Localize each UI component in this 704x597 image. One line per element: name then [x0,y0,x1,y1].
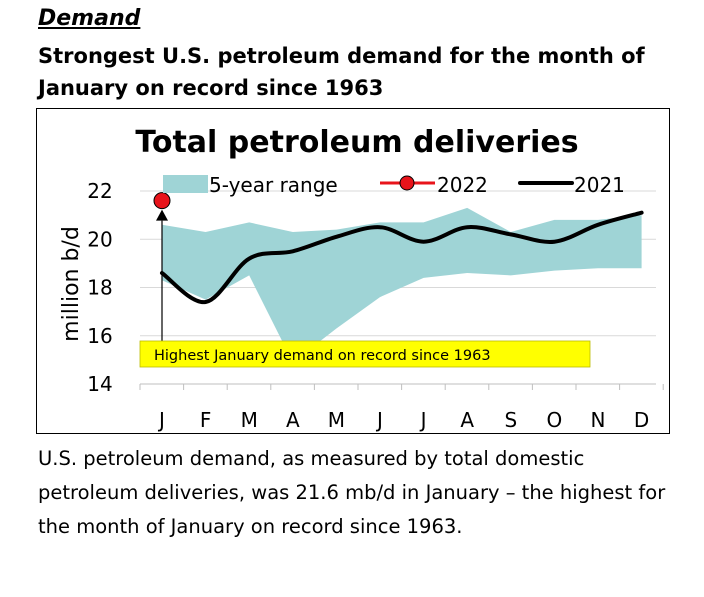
y-tick-label: 18 [87,276,112,300]
five-year-range-band [162,207,642,363]
x-tick-label: A [460,408,474,432]
y-tick-label: 16 [87,324,112,348]
x-tick-label: S [504,408,517,432]
chart-container: 14 16 18 20 22 J F M A M J J A S O N D Highest January de… [36,108,670,434]
section-heading: Demand [38,6,141,31]
legend-2021-label: 2021 [574,173,625,197]
x-tick-label: N [591,408,606,432]
legend-range-label: 5-year range [209,173,338,197]
annotation-arrowhead [156,209,168,221]
x-tick-label: F [200,408,212,432]
chart-title: Total petroleum deliveries [135,125,578,160]
legend-2022-marker [399,175,415,191]
x-tick-label: J [419,408,427,432]
x-tick-label: A [286,408,300,432]
series-2021-line [160,210,644,305]
x-tick-label: M [241,408,258,432]
body-paragraph: U.S. petroleum demand, as measured by to… [38,447,666,538]
legend-2022-label: 2022 [437,173,488,197]
y-tick-label: 20 [87,227,112,251]
x-tick-label: J [157,408,165,432]
x-tick-label: J [375,408,383,432]
x-tick-label: D [634,408,649,432]
annotation-text: Highest January demand on record since 1… [154,348,491,364]
series-2022-point [153,192,171,210]
y-tick-label: 22 [87,179,112,203]
x-tick-label: O [547,408,563,432]
y-axis-label: million b/d [59,226,84,342]
legend-range-swatch [163,175,208,193]
annotation-box [139,340,591,368]
x-tick-label: M [328,408,345,432]
page-subheading: Strongest U.S. petroleum demand for the … [38,44,645,100]
y-tick-label: 14 [87,372,112,396]
